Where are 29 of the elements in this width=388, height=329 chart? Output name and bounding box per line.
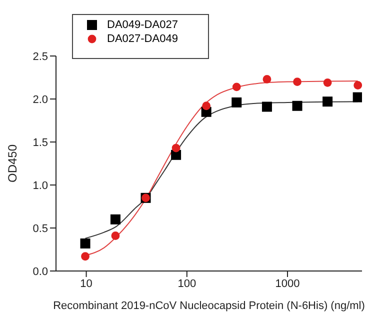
point [81,252,90,261]
y-tick-label: 1.0 [32,180,48,192]
point [111,232,120,240]
point [262,75,272,84]
y-tick-label: 2.0 [32,94,48,106]
x-tick-label: 1000 [275,278,300,290]
x-tick-label: 10 [80,278,92,290]
x-tick-label: 100 [178,278,196,290]
y-axis-title: OD450 [5,144,20,183]
point [172,144,180,152]
y-tick-label: 1.5 [32,136,48,149]
y-tick-label: 0.0 [32,266,48,278]
point [232,97,242,108]
point [292,100,302,111]
y-tick-label: 0.5 [32,222,48,235]
point [352,92,362,102]
point [232,82,241,92]
point [202,102,211,110]
point [293,78,302,86]
point [354,81,362,90]
point [110,214,120,224]
point [262,102,272,112]
legend-label: DA027-DA049 [107,32,178,46]
legend-label: DA049-DA027 [107,18,178,32]
y-tick-label: 2.5 [32,50,48,63]
point [323,78,332,87]
point [322,96,333,107]
point [80,238,90,248]
x-axis-title: Recombinant 2019-nCoV Nucleocapsid Protein (N-6His) (ng/ml) [53,300,365,312]
